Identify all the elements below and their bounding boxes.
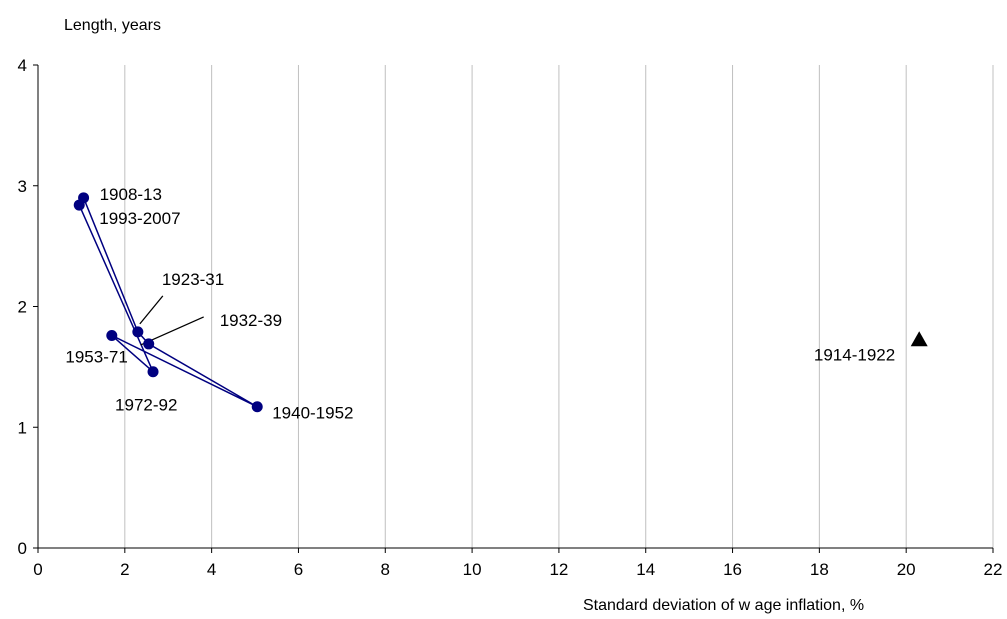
data-point [106,329,118,341]
x-tick-label: 12 [549,560,568,579]
label-leaders [139,295,204,346]
x-tick-label: 20 [897,560,916,579]
y-tick-label: 1 [18,418,27,437]
data-point [251,401,263,413]
y-tick-label: 3 [18,177,27,196]
data-label: 1908-13 [100,185,162,204]
x-tick-label: 16 [723,560,742,579]
x-tick-label: 0 [33,560,42,579]
data-label: 1914-1922 [814,345,895,364]
data-point [147,366,159,378]
x-tick-label: 8 [381,560,390,579]
x-tick-label: 18 [810,560,829,579]
data-label: 1940-1952 [272,404,353,423]
data-label: 1923-31 [162,270,224,289]
y-axis-title: Length, years [64,17,161,34]
label-leader [139,295,164,325]
data-point [143,338,155,350]
x-tick-label: 14 [636,560,655,579]
data-point [132,326,144,338]
series-line [78,197,258,408]
x-tick-label: 2 [120,560,129,579]
x-tick-label: 10 [463,560,482,579]
gridlines [124,65,994,548]
data-label: 1932-39 [220,311,282,330]
x-tick-label: 22 [984,560,1003,579]
x-tick-label: 4 [207,560,216,579]
y-tick-label: 0 [18,539,27,558]
axes [33,64,994,553]
point-labels: 1908-13 1923-31 1932-39 1940-1952 1953-71 197… [65,185,895,423]
x-tick-label: 6 [294,560,303,579]
y-tick-label: 2 [18,298,27,317]
y-tick-label: 4 [18,56,27,75]
x-axis-title: Standard deviation of w age inflation, % [583,597,864,614]
data-point-triangle [910,331,928,347]
series-lines [78,197,258,408]
data-point [73,199,85,211]
data-label: 1953-71 [65,347,127,366]
data-label: 1972-92 [115,396,177,415]
data-label: 1993-2007 [99,209,180,228]
data-points [73,192,928,413]
